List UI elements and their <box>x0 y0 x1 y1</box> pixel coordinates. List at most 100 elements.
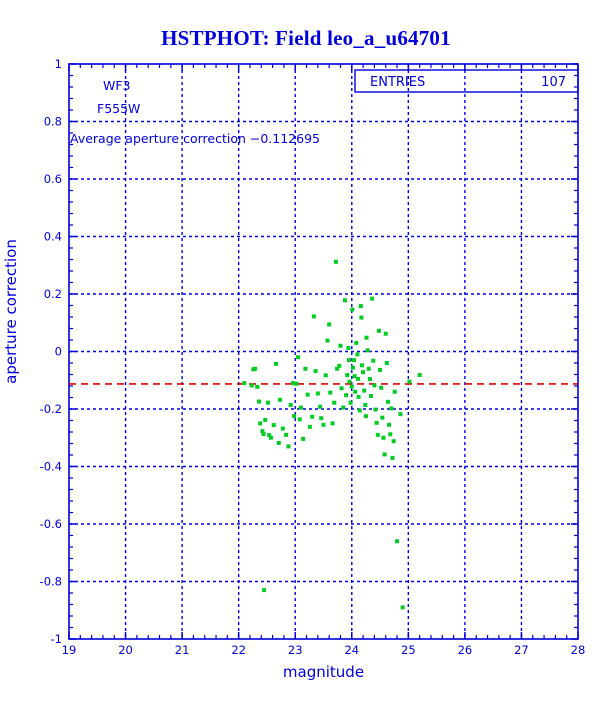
data-point <box>271 423 276 428</box>
annotation-average-correction: Average aperture correction −0.112695 <box>70 131 320 146</box>
axis-tick-labels: 19 20 21 22 23 24 25 26 27 28 -1 -0.8 -0.6 -0.4 -0.2 0 0… <box>40 57 586 657</box>
data-point <box>372 383 377 388</box>
annotation-filter: F555W <box>97 101 140 116</box>
data-point <box>286 444 291 449</box>
x-tick-label: 27 <box>514 643 529 657</box>
data-point <box>350 307 355 312</box>
data-point <box>337 363 342 368</box>
x-tick-label: 24 <box>344 643 359 657</box>
data-point <box>375 432 380 437</box>
axis-ticks <box>68 63 579 640</box>
data-point <box>383 331 388 336</box>
axis-titles: magnitude aperture correction <box>2 239 364 681</box>
data-point <box>325 338 330 343</box>
data-point <box>327 322 332 327</box>
data-point <box>362 388 367 393</box>
data-point <box>249 383 254 388</box>
data-point <box>294 381 299 386</box>
data-point <box>260 429 265 434</box>
data-point <box>335 366 340 371</box>
data-point <box>354 340 359 345</box>
data-point <box>298 405 303 410</box>
data-point <box>301 436 306 441</box>
stats-entries-value: 107 <box>541 75 566 90</box>
data-point <box>380 415 385 420</box>
data-point <box>369 394 374 399</box>
data-point <box>333 259 338 264</box>
y-tick-label: -0.6 <box>40 517 62 531</box>
data-point <box>341 405 346 410</box>
data-point <box>276 440 281 445</box>
data-point <box>382 452 387 457</box>
data-point <box>307 424 312 429</box>
y-tick-label: 0.6 <box>44 172 62 186</box>
stats-entries-label: ENTRIES <box>370 75 425 90</box>
x-tick-label: 26 <box>458 643 473 657</box>
data-point <box>350 365 355 370</box>
x-axis-title: magnitude <box>283 663 364 681</box>
data-point <box>366 366 371 371</box>
data-point <box>263 417 268 422</box>
data-point <box>338 343 343 348</box>
annotation-detector: WF3 <box>103 78 131 93</box>
y-tick-label: 0.4 <box>44 230 62 244</box>
data-point <box>328 390 333 395</box>
data-point <box>346 358 351 363</box>
data-point <box>313 369 318 374</box>
data-point <box>342 298 347 303</box>
data-point <box>381 435 386 440</box>
page-title: HSTPHOT: Field leo_a_u64701 <box>161 26 451 50</box>
data-point <box>292 414 297 419</box>
data-point <box>310 414 315 419</box>
data-point <box>347 379 352 384</box>
data-point <box>296 355 301 360</box>
data-point <box>352 358 357 363</box>
data-point <box>297 417 302 422</box>
x-tick-label: 25 <box>401 643 416 657</box>
data-point <box>357 408 362 413</box>
data-point <box>390 455 395 460</box>
data-point <box>273 361 278 366</box>
data-point <box>407 379 412 384</box>
data-point <box>288 402 293 407</box>
data-point <box>290 381 295 386</box>
data-point <box>330 421 335 426</box>
data-point <box>355 352 360 357</box>
data-point <box>356 394 361 399</box>
grid-lines <box>69 64 578 639</box>
data-point <box>305 392 310 397</box>
data-point <box>268 435 273 440</box>
y-tick-label: -0.4 <box>40 460 62 474</box>
data-point <box>356 376 360 381</box>
data-point <box>332 400 337 405</box>
data-point <box>344 393 349 398</box>
data-point <box>242 381 247 386</box>
data-point <box>389 406 394 411</box>
data-point <box>359 363 364 368</box>
y-tick-label: 0.8 <box>44 115 62 129</box>
plot-annotations: WF3 F555W Average aperture correction −0.1… <box>70 78 320 146</box>
data-point <box>384 361 389 365</box>
data-point <box>374 420 379 425</box>
data-point <box>321 422 326 427</box>
data-point <box>376 328 381 333</box>
data-point <box>349 384 354 389</box>
data-point <box>365 348 370 353</box>
data-point <box>277 397 282 402</box>
data-point <box>363 414 368 419</box>
data-point <box>373 407 378 412</box>
y-tick-label: 0 <box>55 345 62 359</box>
x-tick-label: 19 <box>62 643 77 657</box>
data-point <box>358 304 363 309</box>
data-point <box>387 422 392 427</box>
data-point <box>315 391 320 396</box>
data-point <box>400 605 405 610</box>
data-point <box>398 412 403 417</box>
data-point <box>253 366 258 371</box>
data-point <box>258 421 263 426</box>
x-tick-label: 22 <box>231 643 246 657</box>
data-point <box>367 377 372 382</box>
y-tick-label: 1 <box>55 57 62 71</box>
data-point <box>385 399 390 404</box>
